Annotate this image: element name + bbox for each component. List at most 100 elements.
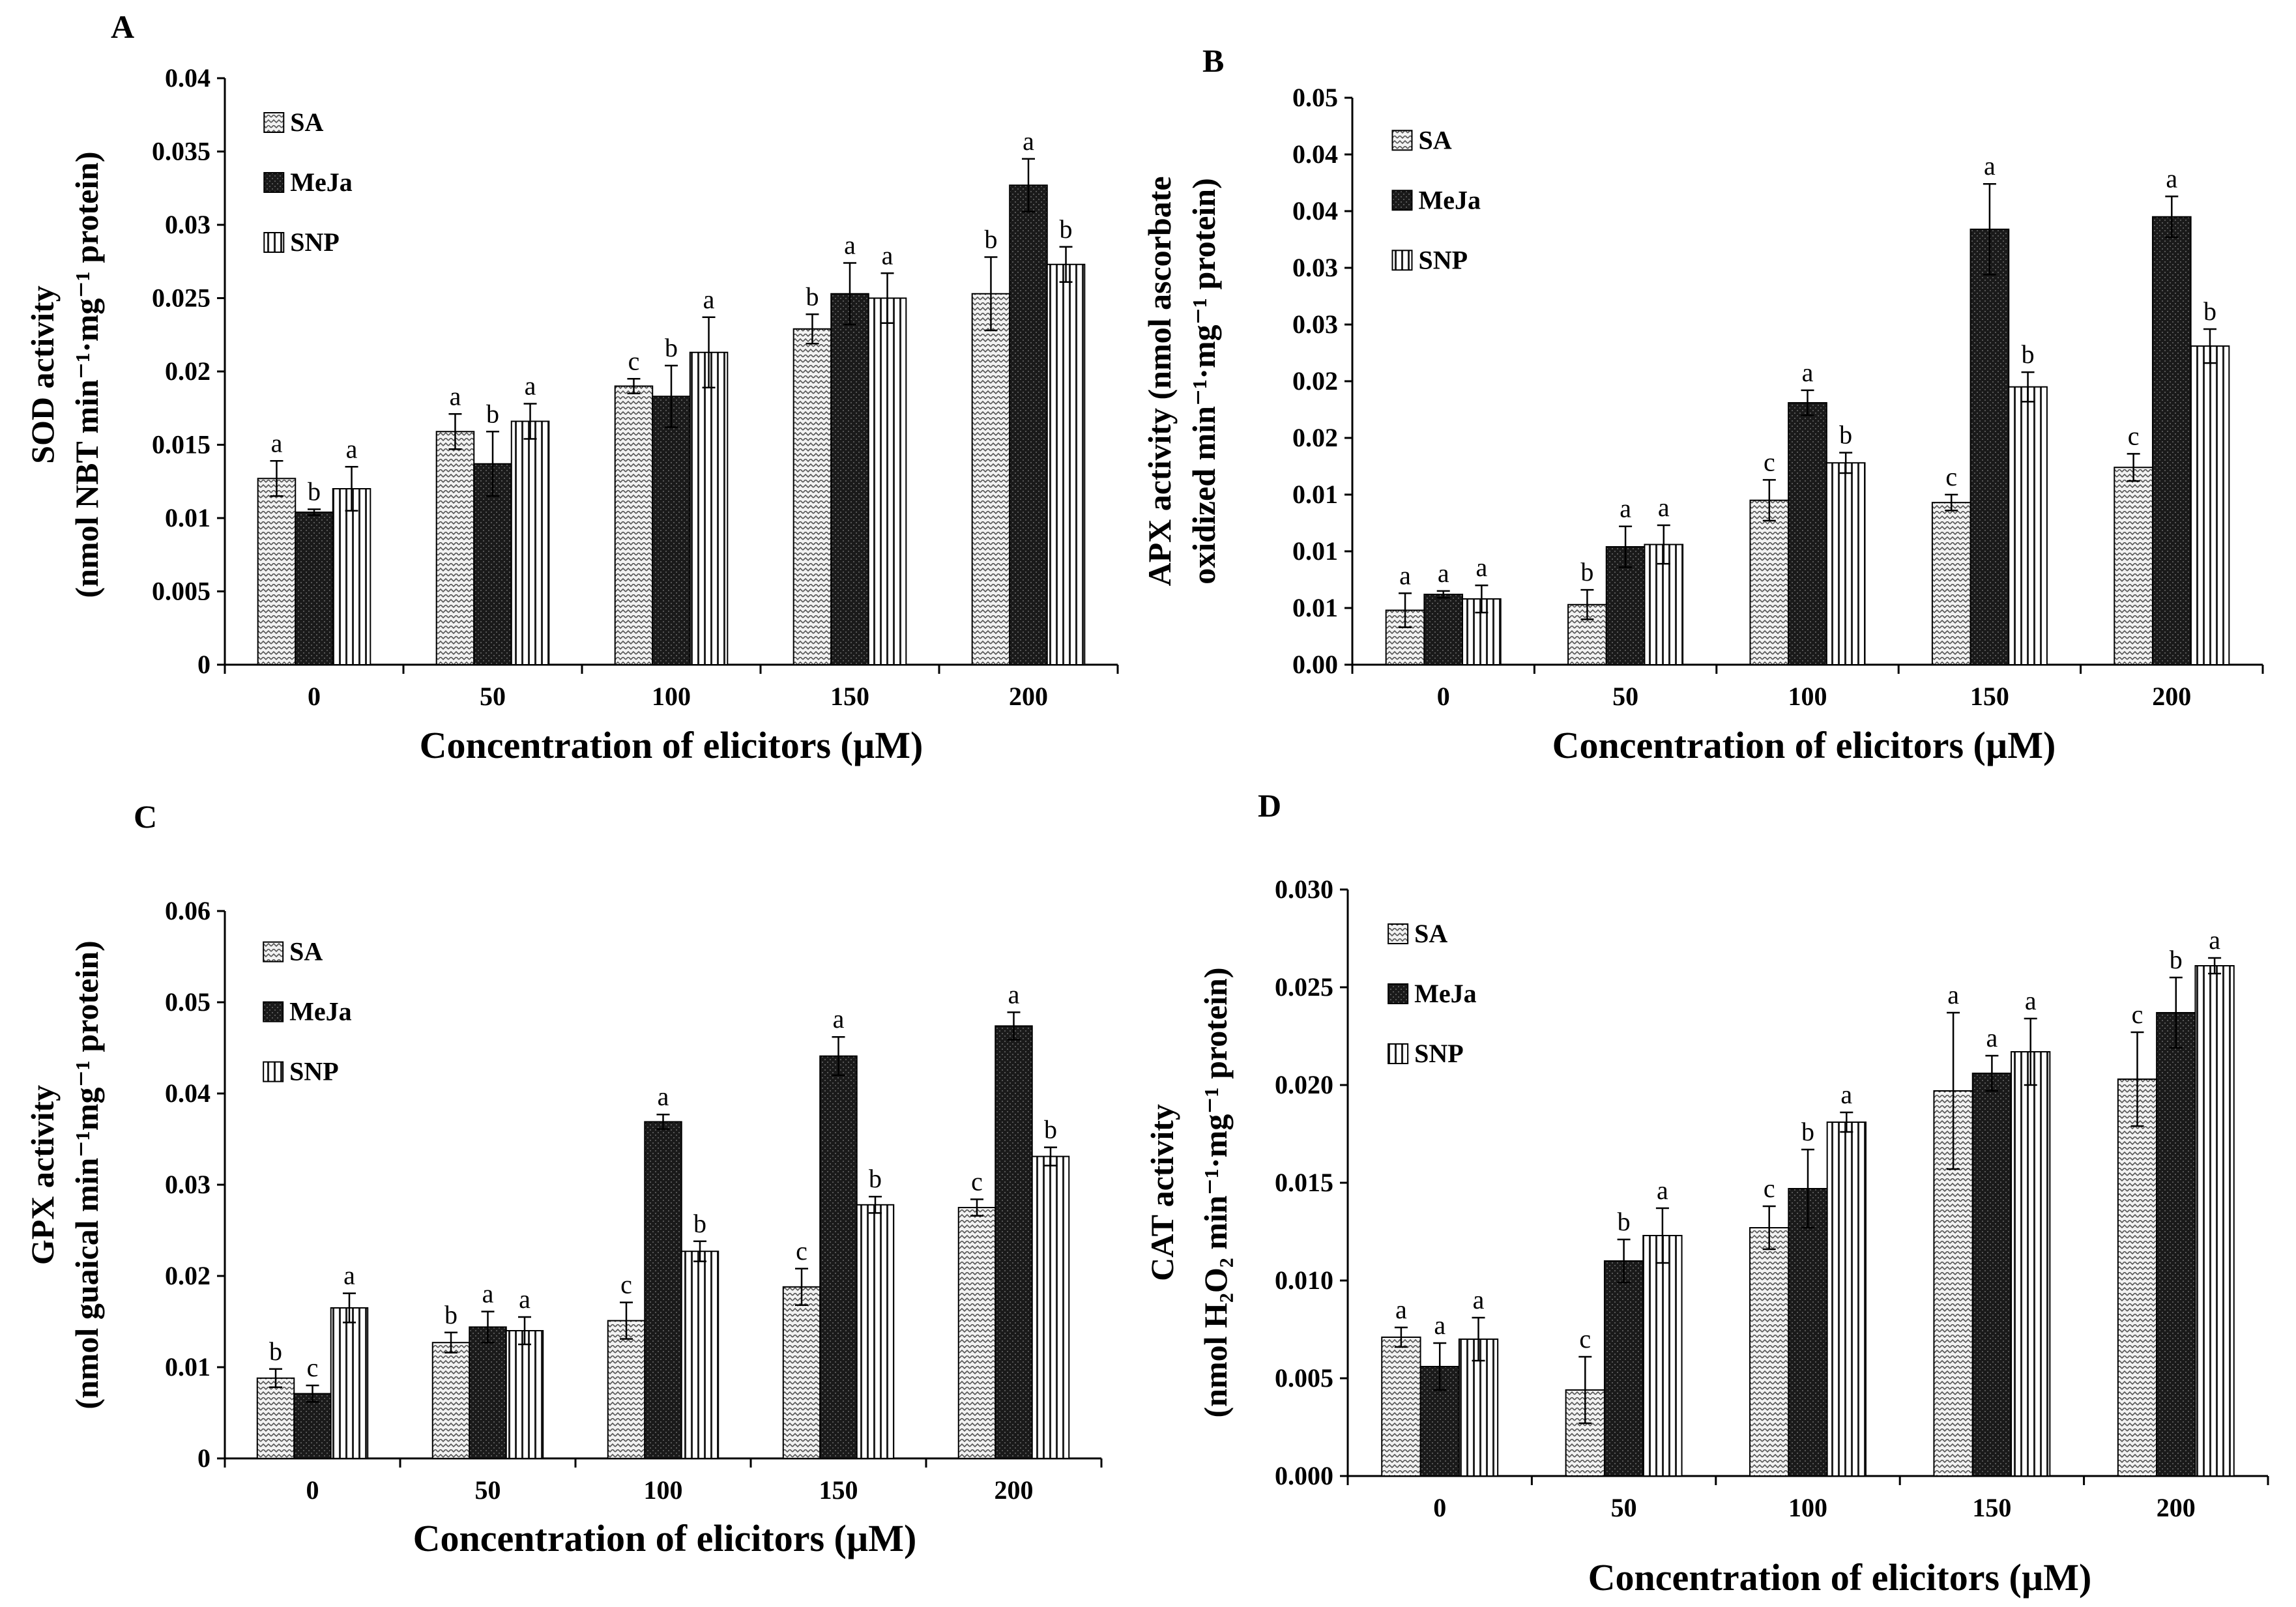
panel-b-significance-letter: b <box>1839 420 1852 450</box>
panel-c-ylabel-line2: (nmol guaical min⁻¹mg⁻¹ protein) <box>68 940 105 1409</box>
panel-b-ytick-label: 0.05 <box>1292 83 1338 112</box>
panel-a-bar-sa <box>792 328 832 665</box>
panel-b-legend-label-sa: SA <box>1418 125 1451 154</box>
panel-b-ytick-label: 0.03 <box>1292 310 1338 339</box>
panel-b-category-label: 50 <box>1612 682 1638 711</box>
panel-d-ylabel-line2: (nmol H₂O₂ min⁻¹·mg⁻¹ protein) <box>1197 968 1234 1418</box>
panel-d-bar-meja <box>1971 1073 2013 1477</box>
panel-b-significance-letter: c <box>1764 447 1775 476</box>
panel-a-significance-letter: a <box>703 285 715 314</box>
panel-a-bar-sa <box>971 293 1011 665</box>
panel-letter-b: B <box>1202 42 1224 79</box>
panel-b-ytick-label: 0.01 <box>1292 536 1338 566</box>
panel-b-significance-letter: c <box>1945 462 1957 491</box>
panel-a-xlabel: Concentration of elicitors (µM) <box>420 724 923 766</box>
panel-c-significance-letter: a <box>1008 979 1020 1009</box>
panel-a-significance-letter: a <box>882 240 894 270</box>
panel-c-bar-snp <box>1031 1155 1070 1459</box>
panel-b-ytick-label: 0.02 <box>1292 366 1338 396</box>
panel-c-significance-letter: b <box>269 1337 282 1366</box>
panel-d-significance-letter: c <box>1579 1324 1591 1354</box>
panel-a-significance-letter: b <box>984 225 997 254</box>
panel-a-category-label: 200 <box>1009 682 1048 711</box>
panel-d-significance-letter: c <box>1764 1174 1775 1203</box>
panel-a-bar-snp <box>689 351 729 665</box>
panel-b-ytick-label: 0.04 <box>1292 139 1338 169</box>
panel-d-legend-label-meja: MeJa <box>1414 979 1477 1008</box>
panel-a-bar-sa <box>435 431 475 665</box>
panel-a-bar-sa <box>614 385 654 665</box>
panel-d-ytick-label: 0.005 <box>1275 1363 1333 1393</box>
panel-b-significance-letter: a <box>1475 553 1487 582</box>
panel-b-bar-sa <box>2114 467 2153 665</box>
panel-d-legend-swatch-sa <box>1388 923 1409 944</box>
panel-a-significance-letter: a <box>346 434 358 463</box>
panel-a-ytick-label: 0.035 <box>152 137 211 166</box>
panel-b-bar-sa <box>1749 499 1790 666</box>
panel-b-significance-letter: a <box>1399 560 1411 590</box>
panel-d-legend-swatch-meja <box>1388 983 1409 1004</box>
panel-d-category-label: 150 <box>1972 1493 2011 1522</box>
panel-b-bar-meja <box>1788 402 1827 665</box>
panel-b-significance-letter: b <box>2022 340 2035 369</box>
panel-a: A SOD activity (nmol NBT min⁻¹·mg⁻¹ prot… <box>24 8 1119 766</box>
panel-a-category-label: 150 <box>830 682 869 711</box>
panel-c-significance-letter: c <box>796 1236 807 1266</box>
panel-c-ytick-label: 0.04 <box>165 1079 211 1108</box>
panel-b-category-label: 150 <box>1970 682 2009 711</box>
panel-c-bar-sa <box>957 1207 996 1459</box>
panel-d-bar-snp <box>1458 1339 1499 1477</box>
panel-c-xlabel: Concentration of elicitors (µM) <box>413 1517 917 1559</box>
panel-a-ytick-label: 0.02 <box>165 356 211 386</box>
panel-c-significance-letter: b <box>693 1209 706 1238</box>
panel-d-legend-swatch-snp <box>1388 1043 1409 1064</box>
panel-b-significance-letter: b <box>1580 557 1593 586</box>
panel-d-significance-letter: b <box>2170 945 2183 974</box>
panel-d-bar-snp <box>2194 965 2235 1477</box>
panel-a-category-label: 50 <box>480 682 506 711</box>
panel-c-ytick-label: 0 <box>197 1443 211 1473</box>
panel-b-bar-meja <box>1423 594 1464 665</box>
panel-c-bar-meja <box>644 1121 682 1459</box>
panel-c-legend-label-sa: SA <box>289 937 323 966</box>
panel-d-significance-letter: a <box>1473 1285 1485 1314</box>
panel-d-bar-sa <box>1381 1337 1421 1477</box>
panel-a-ytick-label: 0.015 <box>152 430 211 459</box>
panel-b-ytick-label: 0.00 <box>1292 650 1338 679</box>
panel-a-ytick-label: 0.04 <box>165 63 211 93</box>
panel-a-significance-letter: b <box>665 333 678 362</box>
panel-d-ytick-label: 0.030 <box>1275 875 1333 904</box>
panel-c-bar-sa <box>431 1342 471 1459</box>
panel-c-bar-meja <box>293 1393 332 1460</box>
panel-a-bar-snp <box>332 488 371 665</box>
panel-c-legend-label-snp: SNP <box>289 1057 339 1086</box>
panel-b-plot: 0.00 0.01 0.01 0.01 0.02 0.02 0.03 0.03 0.04 0.04… <box>1292 83 2264 711</box>
panel-b-bar-meja <box>2151 216 2192 665</box>
panel-c-legend-swatch-sa <box>263 941 284 963</box>
panel-a-bar-meja <box>1009 184 1048 665</box>
panel-a-bar-meja <box>652 396 691 665</box>
panel-c-significance-letter: a <box>519 1284 530 1314</box>
panel-c-significance-letter: a <box>482 1279 494 1309</box>
panel-b-legend-swatch-sa <box>1391 130 1413 151</box>
panel-a-bar-snp <box>510 420 550 665</box>
panel-b-category-label: 0 <box>1437 682 1450 711</box>
panel-b-legend-label-snp: SNP <box>1418 245 1468 274</box>
panel-d-legend-label-sa: SA <box>1414 919 1447 948</box>
panel-d: D CAT activity (nmol H₂O₂ min⁻¹·mg⁻¹ pro… <box>1144 787 2269 1599</box>
panel-c-bar-sa <box>256 1377 295 1460</box>
panel-b-ytick-label: 0.03 <box>1292 253 1338 282</box>
panel-d-bar-sa <box>2117 1079 2158 1477</box>
panel-a-significance-letter: b <box>806 282 819 311</box>
panel-a-significance-letter: c <box>628 346 640 375</box>
panel-d-significance-letter: a <box>2025 986 2037 1015</box>
panel-c-category-label: 0 <box>306 1475 319 1505</box>
panel-a-ytick-label: 0.01 <box>165 503 211 532</box>
panel-b-bar-snp <box>1825 462 1866 666</box>
panel-d-significance-letter: c <box>2132 1000 2143 1029</box>
panel-c-bar-snp <box>680 1251 719 1459</box>
panel-c-significance-letter: b <box>869 1164 882 1193</box>
panel-b-category-label: 200 <box>2152 682 2191 711</box>
panel-c-significance-letter: c <box>307 1353 319 1382</box>
panel-d-xlabel: Concentration of elicitors (µM) <box>1588 1556 2092 1599</box>
